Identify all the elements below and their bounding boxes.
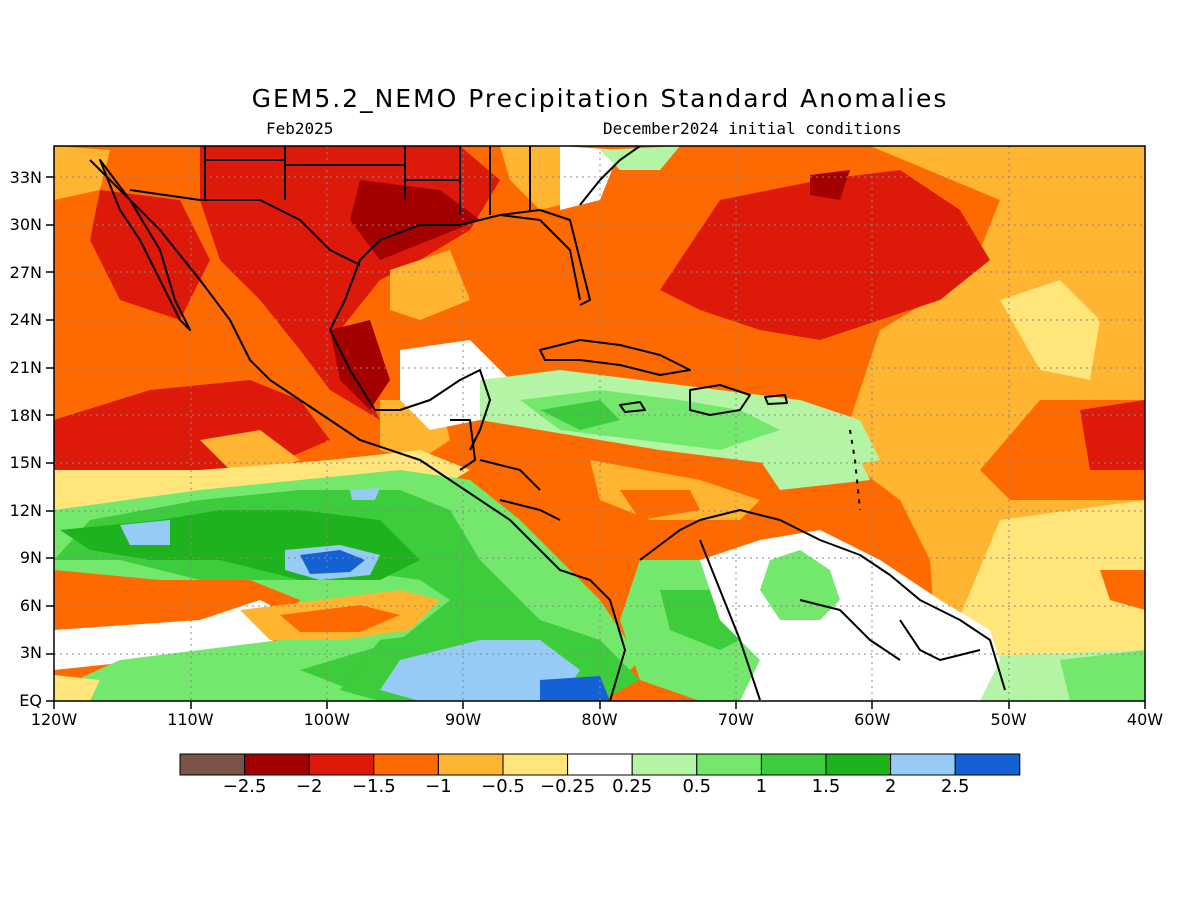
anomaly-fill-field xyxy=(54,146,1145,701)
colorbar-swatch xyxy=(696,753,762,776)
y-tick-label: 15N xyxy=(9,453,42,473)
x-tick-label: 50W xyxy=(990,710,1027,729)
colorbar-label: 0.5 xyxy=(682,776,712,797)
colorbar-label: −1 xyxy=(425,776,452,797)
y-tick-label: 27N xyxy=(9,262,42,282)
colorbar-label: −1.5 xyxy=(351,776,396,797)
colorbar-swatch xyxy=(954,753,1021,776)
colorbar-swatch xyxy=(179,753,246,776)
x-tick-label: 80W xyxy=(581,710,618,729)
x-tick-label: 120W xyxy=(30,710,78,729)
colorbar-label: −0.5 xyxy=(481,776,525,797)
y-tick-label: 21N xyxy=(9,358,42,377)
y-tick-label: 18N xyxy=(9,405,42,425)
colorbar-swatch xyxy=(308,753,375,776)
x-tick-label: 110W xyxy=(167,710,214,729)
y-tick-label: 24N xyxy=(9,310,42,330)
colorbar-label: −2 xyxy=(295,776,323,797)
init-conditions: December2024 initial conditions xyxy=(603,119,902,138)
y-tick-label: 9N xyxy=(19,548,42,568)
colorbar-label: −2.5 xyxy=(222,776,267,797)
colorbar-swatch xyxy=(890,753,956,776)
y-tick-label: 30N xyxy=(9,215,42,235)
colorbar-label: 0.25 xyxy=(612,776,653,797)
y-tick-label: 3N xyxy=(19,643,42,663)
coastlines xyxy=(89,146,1006,701)
colorbar-label: −0.25 xyxy=(540,776,596,797)
colorbar xyxy=(179,753,1021,776)
x-tick-label: 60W xyxy=(854,710,891,729)
colorbar-label: 2.5 xyxy=(940,776,970,797)
colorbar-label: 1 xyxy=(755,776,768,797)
colorbar-swatch xyxy=(437,753,504,776)
axis-ticks xyxy=(46,176,1146,709)
y-tick-label: EQ xyxy=(19,691,42,710)
colorbar-swatch xyxy=(244,753,310,776)
x-tick-label: 70W xyxy=(717,710,754,729)
x-tick-label: 100W xyxy=(303,710,350,729)
grid-lines xyxy=(54,146,1145,701)
x-tick-label: 40W xyxy=(1126,710,1164,729)
colorbar-swatch xyxy=(760,753,827,776)
colorbar-label: 1.5 xyxy=(811,776,841,797)
y-tick-label: 12N xyxy=(9,500,42,520)
colorbar-swatch xyxy=(502,753,569,776)
colorbar-swatch xyxy=(825,753,892,776)
colorbar-label: 2 xyxy=(884,776,897,797)
valid-month: Feb2025 xyxy=(266,119,334,138)
y-tick-label: 6N xyxy=(19,595,42,615)
colorbar-swatch xyxy=(567,753,633,776)
colorbar-swatch xyxy=(373,753,439,776)
colorbar-swatch xyxy=(631,753,698,776)
chart-title: GEM5.2_NEMO Precipitation Standard Anoma… xyxy=(251,84,949,113)
x-tick-label: 90W xyxy=(445,710,482,729)
y-tick-label: 33N xyxy=(9,167,42,187)
